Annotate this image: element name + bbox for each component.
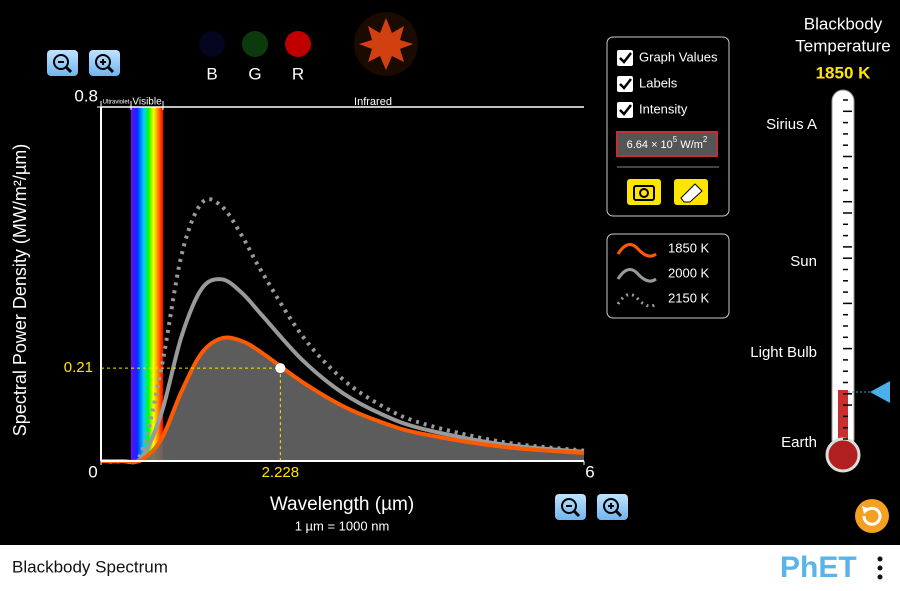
intensity-unit-exponent: 2	[703, 135, 708, 144]
blue-indicator	[199, 31, 225, 57]
region-label: Ultraviolet	[103, 100, 130, 106]
curve	[100, 197, 585, 465]
reference-label: Earth	[781, 434, 817, 451]
intensity-exponent: 5	[673, 135, 678, 144]
zoom-out-x[interactable]	[555, 494, 586, 520]
indicator-label: G	[248, 64, 261, 83]
phet-logo[interactable]: PhET	[780, 551, 857, 584]
erase-button[interactable]	[674, 179, 708, 205]
reset-button[interactable]	[855, 499, 889, 533]
legend-label: 2000 K	[668, 265, 710, 280]
checkbox[interactable]	[617, 50, 633, 66]
thermo-title: Temperature	[795, 36, 890, 55]
graph-point[interactable]	[275, 363, 286, 374]
checkmark	[619, 104, 632, 116]
reference-label: Light Bulb	[750, 344, 817, 361]
sim-title: Blackbody Spectrum	[12, 557, 168, 576]
temperature-readout: 1850 K	[816, 63, 872, 82]
legend-label: 2150 K	[668, 290, 710, 305]
legend-swatch	[616, 268, 657, 283]
thermometer-fluid	[838, 390, 848, 452]
checkbox[interactable]	[617, 102, 633, 118]
star	[359, 18, 413, 70]
intensity-readout	[616, 131, 718, 157]
checkmark	[619, 52, 632, 64]
x-tick-label: 0	[88, 462, 97, 481]
green-indicator	[242, 31, 268, 57]
y-tick-label: 0.8	[74, 86, 98, 105]
indicator-label: R	[292, 64, 304, 83]
red-indicator	[285, 31, 311, 57]
checkbox-label: Intensity	[639, 101, 688, 116]
visible-spectrum	[131, 107, 163, 461]
curve	[100, 335, 585, 464]
reference-label: Sun	[790, 253, 817, 270]
region-label: Visible	[132, 97, 162, 108]
x-axis-note: 1 µm = 1000 nm	[295, 518, 390, 533]
thermometer-bulb	[825, 437, 861, 473]
legend-label: 1850 K	[668, 240, 710, 255]
curve	[100, 277, 585, 465]
zoom-out-y[interactable]	[47, 50, 78, 76]
intensity-unit: W/m	[677, 139, 703, 151]
checkbox[interactable]	[617, 76, 633, 92]
area	[101, 337, 584, 462]
checkbox-label: Labels	[639, 75, 678, 90]
x-axis-label: Wavelength (µm)	[270, 494, 414, 515]
marker-x-label: 2.228	[262, 464, 300, 481]
checkbox-label: Graph Values	[639, 49, 718, 64]
zoom-in-y[interactable]	[89, 50, 120, 76]
marker-y-label: 0.21	[64, 359, 93, 376]
region-label: Infrared	[354, 96, 392, 108]
reference-label: Sirius A	[766, 116, 817, 133]
temperature-slider[interactable]	[870, 381, 890, 403]
zoom-in-x[interactable]	[597, 494, 628, 520]
footer-bar	[0, 545, 900, 591]
checkmark	[619, 78, 632, 90]
legend-swatch	[616, 243, 657, 258]
thermo-title: Blackbody	[804, 14, 883, 33]
legend-swatch	[616, 293, 657, 308]
intensity-mantissa: 6.64 × 10	[627, 139, 673, 151]
intensity-value: 6.64 × 105 W/m2	[627, 135, 708, 151]
legend-panel	[606, 233, 730, 319]
y-axis-label: Spectral Power Density (MW/m²/µm)	[10, 144, 30, 436]
x-tick-label: 6	[585, 462, 594, 481]
snapshot-button[interactable]	[627, 179, 661, 205]
control-panel	[606, 36, 730, 217]
menu-button[interactable]	[877, 556, 883, 580]
indicator-label: B	[206, 64, 217, 83]
